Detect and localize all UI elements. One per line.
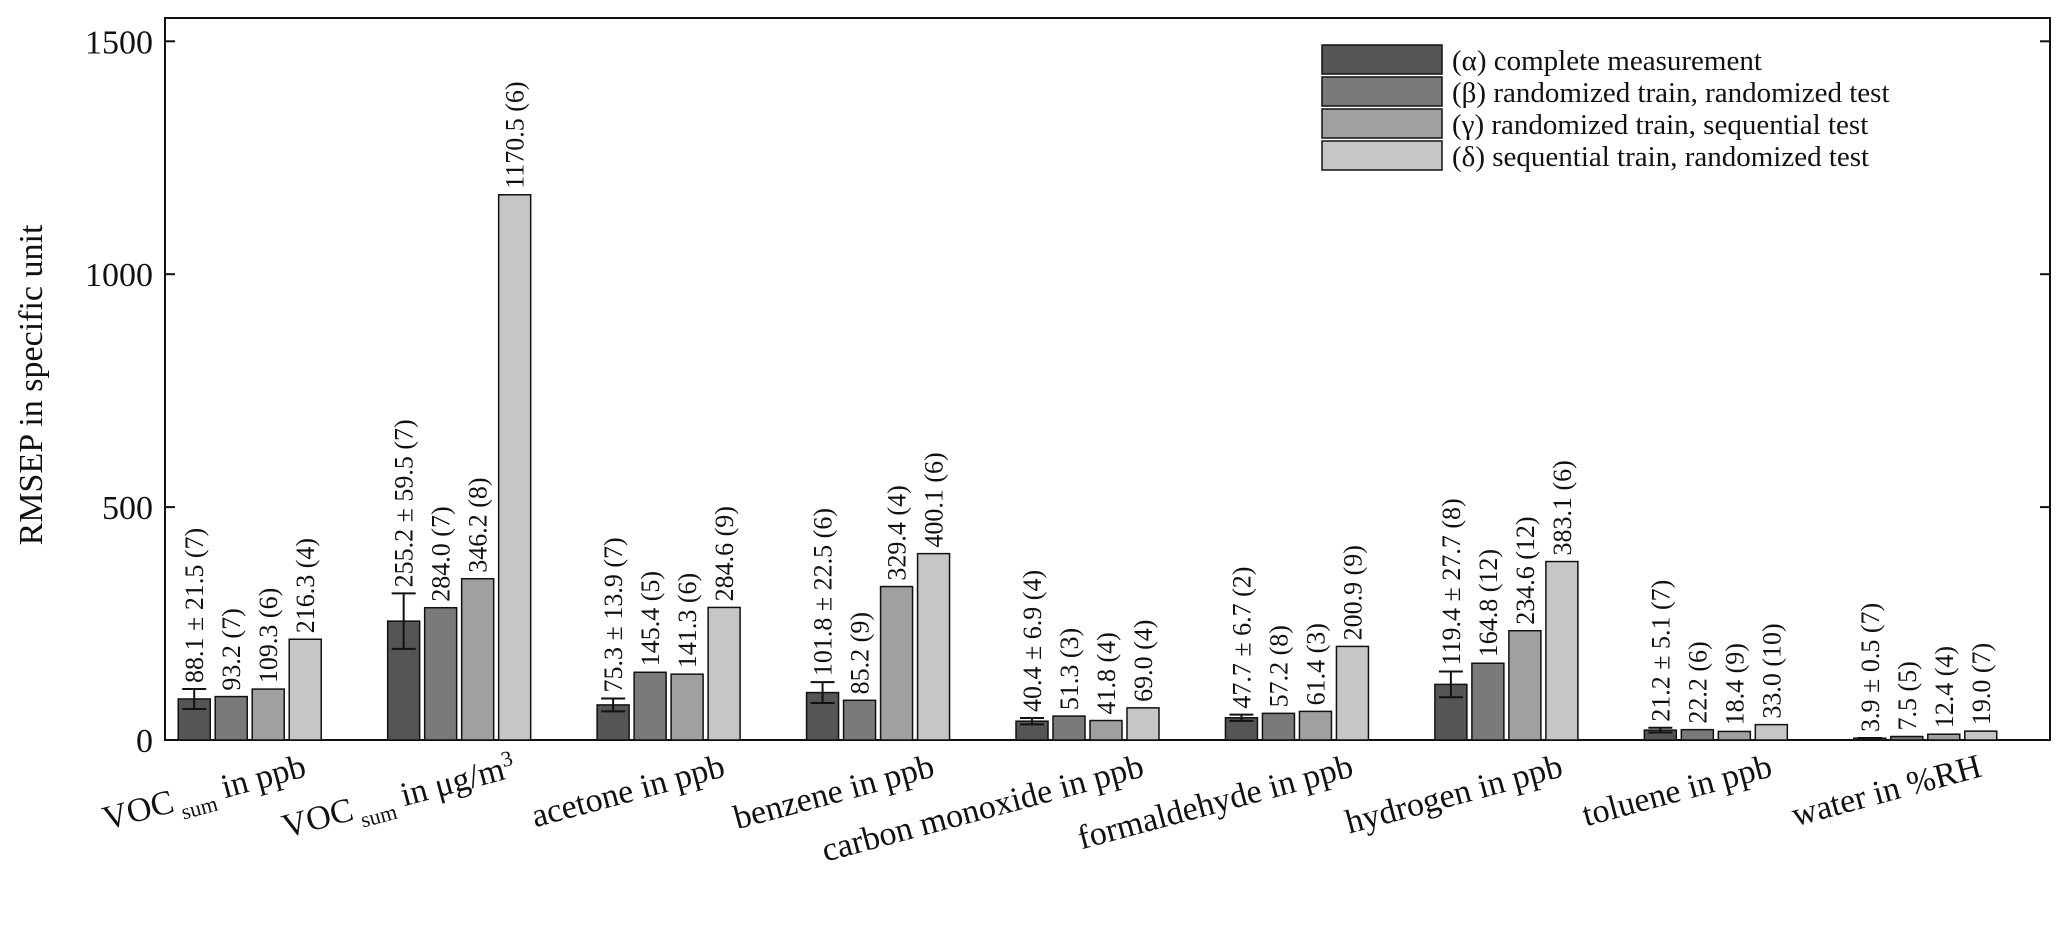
data-label: 329.4 (4): [883, 485, 912, 580]
bars-layer: [177, 194, 1998, 741]
bar: [1754, 723, 1789, 741]
data-label: 284.0 (7): [427, 506, 456, 601]
bar: [1890, 735, 1924, 741]
data-label: 1170.5 (6): [501, 81, 530, 188]
bar: [288, 638, 322, 741]
data-label: 400.1 (6): [920, 452, 949, 547]
legend-label: (γ) randomized train, sequential test: [1452, 109, 1868, 141]
data-label: 75.3 ± 13.9 (7): [599, 537, 628, 692]
category-label: toluene in ppb: [1578, 748, 1775, 834]
data-label: 346.2 (8): [464, 477, 493, 572]
data-labels-layer: 88.1 ± 21.5 (7) 93.2 (7) 109.3 (6) 216.3 (4…: [180, 81, 1996, 732]
bar: [1298, 710, 1333, 741]
data-label: 88.1 ± 21.5 (7): [180, 528, 209, 683]
data-label: 21.2 ± 5.1 (7): [1646, 580, 1675, 722]
category-label: water in %RH: [1788, 748, 1985, 834]
bar: [1508, 629, 1542, 741]
data-label: 3.9 ± 0.5 (7): [1856, 603, 1885, 732]
data-label: 18.4 (9): [1720, 643, 1749, 725]
category-label: acetone in ppb: [528, 748, 729, 835]
category-label-unit: in μg/m: [388, 751, 508, 816]
bar: [460, 577, 495, 741]
category-label-subscript: sum: [353, 799, 400, 834]
data-label: 57.2 (8): [1264, 625, 1293, 707]
data-label: 22.2 (6): [1683, 641, 1712, 723]
legend-label: (β) randomized train, randomized test: [1452, 77, 1890, 109]
bar: [1545, 560, 1579, 741]
data-label: 40.4 ± 6.9 (4): [1018, 570, 1047, 712]
y-tick-label: 500: [102, 490, 153, 527]
data-label: 101.8 ± 22.5 (6): [809, 508, 838, 676]
bar: [1052, 715, 1086, 741]
bar: [633, 671, 667, 741]
category-label: VOC sum in μg/m3: [277, 745, 521, 852]
data-label: 141.3 (6): [673, 573, 702, 668]
data-label: 234.6 (12): [1511, 516, 1540, 624]
y-tick-label: 1500: [85, 24, 153, 61]
category-label-subscript: sum: [173, 791, 220, 826]
data-label: 85.2 (9): [846, 612, 875, 694]
bar: [842, 699, 877, 741]
category-label-main: hydrogen in ppb: [1342, 748, 1567, 841]
category-label-unit: in ppb: [209, 748, 310, 808]
bar: [1089, 719, 1123, 741]
legend-label: (α) complete measurement: [1452, 45, 1762, 77]
bar: [214, 695, 248, 741]
category-label: hydrogen in ppb: [1342, 748, 1567, 841]
data-label: 93.2 (7): [217, 608, 246, 690]
data-label: 69.0 (4): [1129, 620, 1158, 702]
data-label: 255.2 ± 59.5 (7): [390, 419, 419, 587]
bar: [1261, 712, 1296, 741]
legend: (α) complete measurement(β) randomized t…: [1321, 44, 1890, 173]
category-label-main: acetone in ppb: [528, 748, 729, 835]
data-label: 109.3 (6): [254, 588, 283, 683]
y-axis-title: RMSEP in specific unit: [13, 224, 50, 545]
y-axis: 0 500 1000 1500: [85, 24, 2050, 760]
category-label-main: water in %RH: [1788, 748, 1985, 834]
bar: [1126, 707, 1160, 741]
data-label: 51.3 (3): [1055, 628, 1084, 710]
legend-swatch: [1321, 76, 1443, 107]
y-tick-label: 0: [136, 723, 153, 760]
bar: [707, 606, 741, 741]
bar: [251, 688, 285, 741]
y-tick-label: 1000: [85, 257, 153, 294]
data-label: 41.8 (4): [1092, 632, 1121, 714]
bar: [1717, 730, 1752, 741]
data-label: 33.0 (10): [1757, 623, 1786, 718]
bar: [1927, 733, 1961, 741]
legend-swatch: [1321, 44, 1443, 75]
category-label-main: toluene in ppb: [1578, 748, 1775, 834]
data-label: 7.5 (5): [1893, 661, 1922, 730]
data-label: 19.0 (7): [1967, 643, 1996, 725]
bar: [497, 194, 532, 741]
legend-swatch: [1321, 140, 1443, 171]
data-label: 47.7 ± 6.7 (2): [1227, 567, 1256, 709]
data-label: 12.4 (4): [1930, 646, 1959, 728]
data-label: 119.4 ± 27.7 (8): [1437, 498, 1466, 665]
bar: [386, 620, 421, 741]
bar: [670, 673, 704, 741]
category-label-main: VOC: [278, 791, 357, 845]
legend-label: (δ) sequential train, randomized test: [1452, 141, 1869, 173]
data-label: 145.4 (5): [636, 571, 665, 666]
data-label: 164.8 (12): [1474, 549, 1503, 657]
category-label: VOC sum in ppb: [99, 748, 312, 844]
bar: [423, 606, 458, 741]
data-label: 216.3 (4): [291, 538, 320, 633]
legend-swatch: [1321, 108, 1443, 139]
bar: [1680, 728, 1715, 741]
bar: [1471, 662, 1505, 741]
bar: [1335, 645, 1370, 741]
data-label: 383.1 (6): [1548, 460, 1577, 555]
category-label-main: VOC: [99, 783, 178, 837]
data-label: 200.9 (9): [1338, 545, 1367, 640]
bar: [879, 585, 914, 741]
data-label: 61.4 (3): [1301, 623, 1330, 705]
bar: [1964, 730, 1998, 741]
bar: [916, 552, 951, 741]
data-label: 284.6 (9): [710, 506, 739, 601]
